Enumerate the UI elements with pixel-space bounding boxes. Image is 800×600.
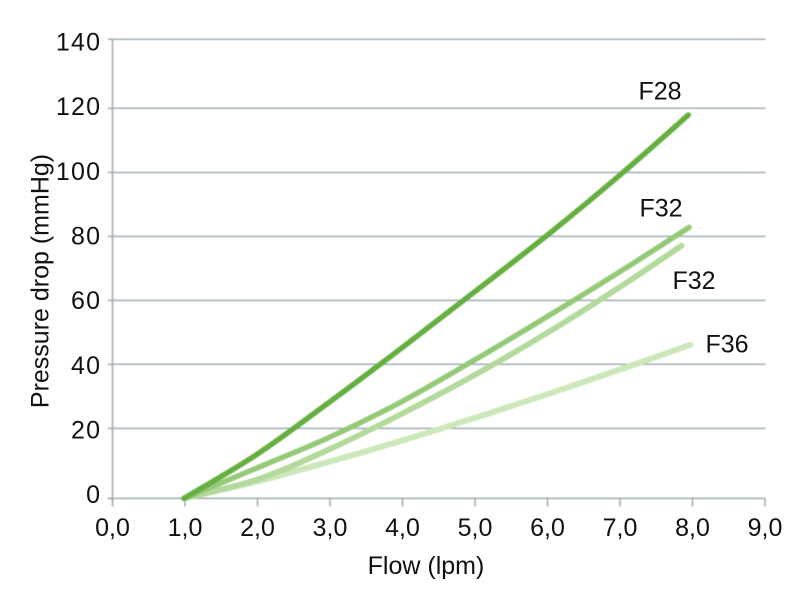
svg-text:6,0: 6,0 <box>530 514 565 542</box>
svg-text:40: 40 <box>71 352 101 380</box>
svg-text:140: 140 <box>56 29 101 57</box>
svg-text:20: 20 <box>71 417 101 445</box>
svg-text:80: 80 <box>71 223 101 251</box>
svg-text:120: 120 <box>56 93 101 121</box>
svg-text:F32: F32 <box>673 267 716 295</box>
svg-text:Flow (lpm): Flow (lpm) <box>368 552 485 580</box>
svg-text:9,0: 9,0 <box>748 514 783 542</box>
svg-text:7,0: 7,0 <box>603 514 638 542</box>
svg-text:2,0: 2,0 <box>240 514 275 542</box>
svg-text:0,0: 0,0 <box>95 514 130 542</box>
svg-text:3,0: 3,0 <box>313 514 348 542</box>
svg-text:5,0: 5,0 <box>458 514 493 542</box>
svg-text:100: 100 <box>56 158 101 186</box>
svg-text:60: 60 <box>71 287 101 315</box>
svg-text:F28: F28 <box>639 78 682 106</box>
svg-text:0: 0 <box>86 481 101 509</box>
svg-text:4,0: 4,0 <box>385 514 420 542</box>
svg-text:1,0: 1,0 <box>168 514 203 542</box>
svg-text:Pressure drop (mmHg): Pressure drop (mmHg) <box>27 154 55 408</box>
svg-text:F32: F32 <box>640 195 683 223</box>
svg-text:8,0: 8,0 <box>675 514 710 542</box>
svg-text:F36: F36 <box>706 331 749 359</box>
